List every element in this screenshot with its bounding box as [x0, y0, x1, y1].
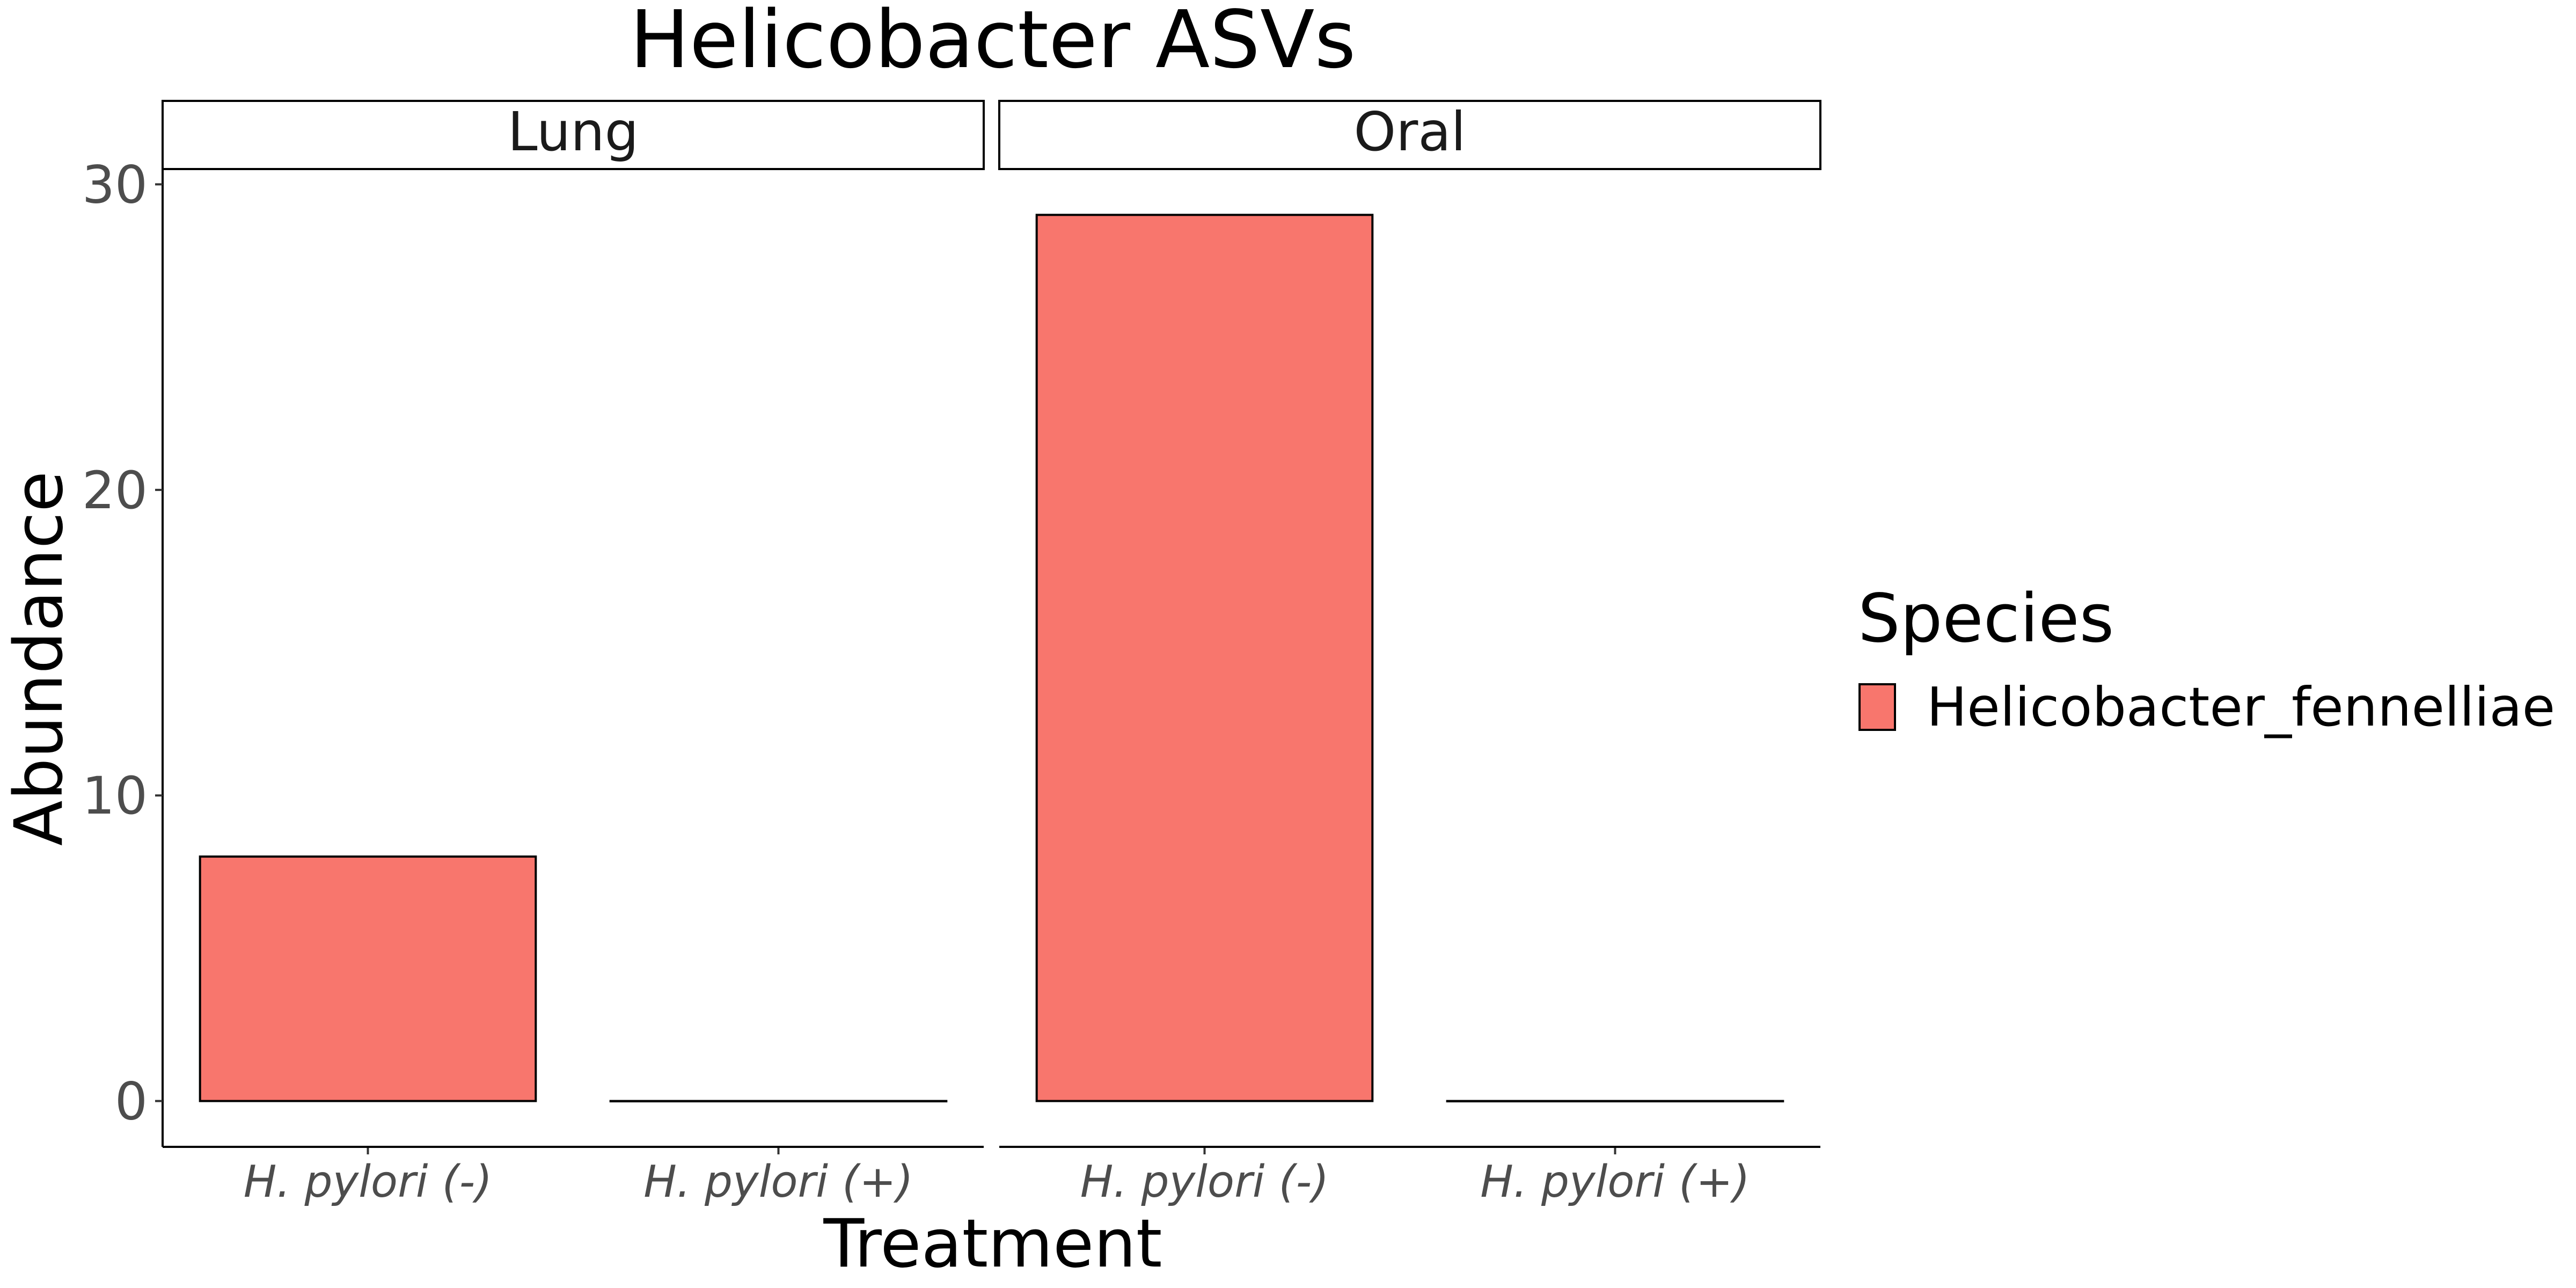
bar-oral-0 — [1035, 214, 1374, 1102]
chart-title: Helicobacter ASVs — [630, 0, 1356, 86]
y-tick-label-3: 30 — [82, 155, 148, 215]
x-tick-label-oral-1: H. pylori (+) — [1480, 1157, 1750, 1208]
legend: Species Helicobacter_fennelliae — [1858, 580, 2555, 738]
y-tick-label-0: 0 — [115, 1072, 148, 1132]
y-tick-label-1: 10 — [82, 766, 148, 826]
x-axis-title: Treatment — [823, 1205, 1162, 1283]
bar-oral-1 — [1446, 1100, 1784, 1103]
facet-strip-lung — [162, 100, 985, 170]
facet-strip-label-oral: Oral — [1354, 100, 1466, 163]
x-tick-label-lung-1: H. pylori (+) — [643, 1157, 913, 1208]
bar-lung-0 — [199, 855, 537, 1102]
bar-lung-1 — [609, 1100, 948, 1103]
y-axis-title: Abundance — [1, 471, 78, 846]
facet-strip-oral — [998, 100, 1821, 170]
legend-item-label: Helicobacter_fennelliae — [1927, 676, 2555, 738]
y-tick-label-2: 20 — [82, 460, 148, 521]
facets-layer: Lung H. pylori (-) H. pylori (+) Oral H. pyl… — [82, 100, 1821, 1208]
x-tick-label-oral-0: H. pylori (-) — [1080, 1157, 1329, 1208]
legend-title: Species — [1858, 580, 2114, 657]
legend-key-swatch — [1858, 683, 1896, 731]
facet-strip-label-lung: Lung — [508, 100, 639, 163]
x-tick-label-lung-0: H. pylori (-) — [244, 1157, 492, 1208]
